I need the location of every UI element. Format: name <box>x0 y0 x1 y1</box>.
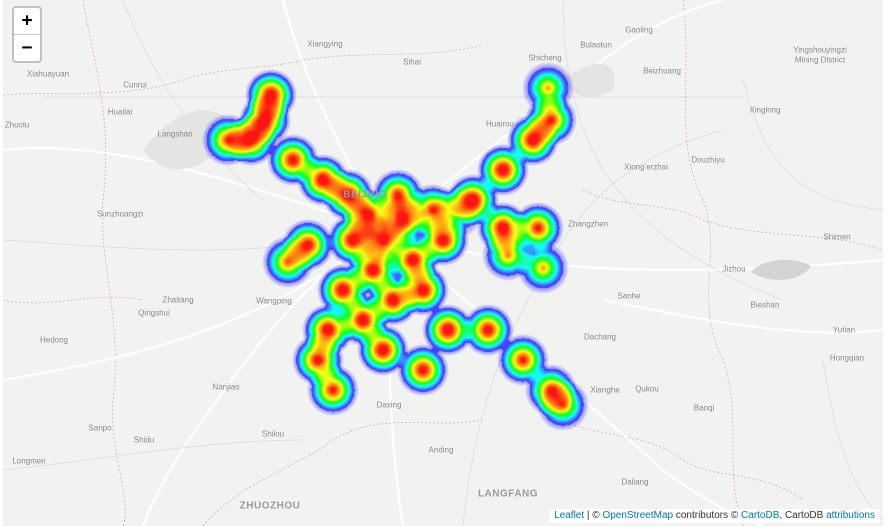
place-label: Hongqiao <box>829 353 865 363</box>
place-label: Nanjiao <box>212 382 240 392</box>
leaflet-link[interactable]: Leaflet <box>554 510 585 521</box>
place-label: Shimen <box>823 232 851 242</box>
map-container[interactable]: Xiangying Sihai Shicheng Bulaotun Gaoling Bei… <box>3 0 883 526</box>
place-label: Daliang <box>621 477 649 487</box>
place-label: Sihai <box>403 57 421 67</box>
place-label: Huailai <box>107 107 133 117</box>
attribution-text: contributors © <box>673 510 742 521</box>
place-label: Gaoling <box>625 25 653 35</box>
place-label: Langshan <box>157 129 193 139</box>
place-label: Bulaotun <box>580 40 612 50</box>
place-label: Shicheng <box>528 53 562 63</box>
osm-link[interactable]: OpenStreetMap <box>602 510 674 521</box>
zoom-control: + − <box>12 6 42 63</box>
place-label: Anding <box>428 445 454 455</box>
attribution: Leaflet | © OpenStreetMap contributors ©… <box>549 509 880 523</box>
zoom-out-button[interactable]: − <box>21 37 33 58</box>
attributions-link[interactable]: attributions <box>826 510 875 521</box>
place-label: Beizhuang <box>643 66 681 76</box>
place-label: Xianghe <box>590 385 620 395</box>
place-label: Dachang <box>583 332 617 342</box>
place-label: Yingshouyingzi <box>793 45 847 55</box>
place-label: Huairou <box>485 119 515 129</box>
place-label: Sanhe <box>617 291 641 301</box>
place-label: Yutian <box>832 325 856 335</box>
place-label: Douzhiyu <box>691 155 725 165</box>
place-label: Jizhou <box>722 264 746 274</box>
attribution-text-2: , CartoDB <box>779 510 827 521</box>
cartodb-link[interactable]: CartoDB <box>741 510 780 521</box>
place-label: Daxing <box>376 400 402 410</box>
place-label: Cunrui <box>123 80 147 90</box>
place-label: LANGFANG <box>477 488 539 500</box>
place-label: Shidu <box>133 435 155 445</box>
place-label: Bieshan <box>750 300 780 310</box>
place-label: Zhangzhen <box>567 219 609 229</box>
place-label: Mining District <box>794 55 846 65</box>
place-label: Shilou <box>261 429 285 439</box>
place-label: Xiong'erzhai <box>624 162 668 172</box>
place-label: Hedong <box>39 335 69 345</box>
place-label: Sunzhuangzi <box>96 209 144 219</box>
place-label: ZHUOZHOU <box>239 500 301 512</box>
place-label: Qukou <box>635 384 659 394</box>
place-label: Wangping <box>256 296 292 306</box>
zoom-in-button[interactable]: + <box>14 8 40 35</box>
place-label: Xiahuayuan <box>26 69 70 79</box>
place-label: Zhaitang <box>162 295 194 305</box>
place-label: Xinglong <box>749 105 781 115</box>
place-label: Zhuolu <box>4 120 30 130</box>
place-label: BEIJING <box>343 189 387 201</box>
attribution-separator: | © <box>584 510 603 521</box>
place-label: Xiangying <box>307 39 343 49</box>
place-label: Sanpo <box>88 423 112 433</box>
place-label: Longmen <box>12 456 46 466</box>
place-label: Baoqi <box>693 403 715 413</box>
heatmap-layer <box>3 0 883 526</box>
place-label: Qingshui <box>138 308 170 318</box>
